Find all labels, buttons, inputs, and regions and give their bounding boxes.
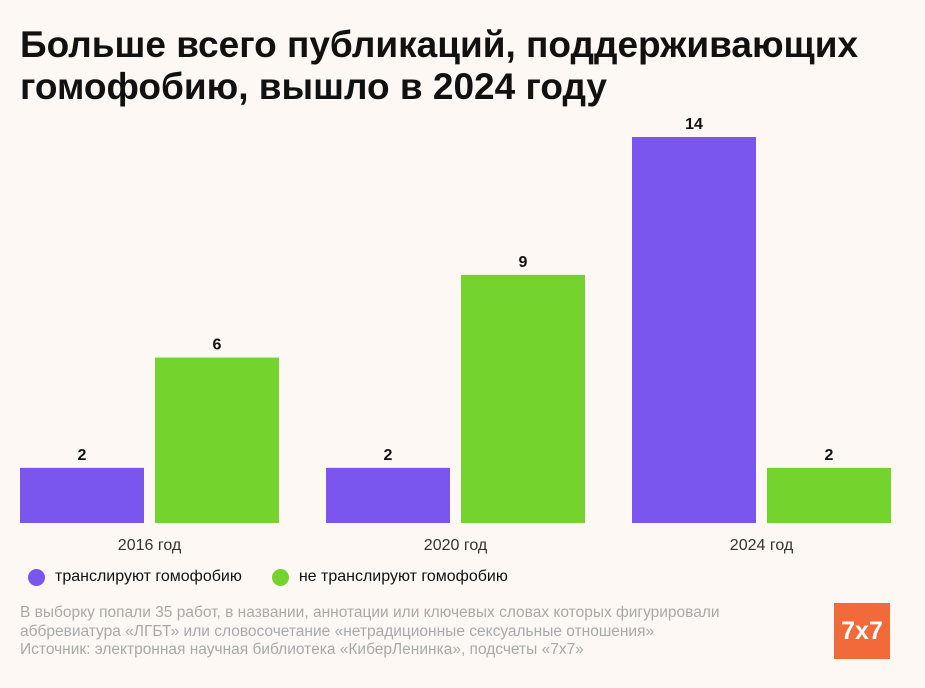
x-tick-label-3: 2024 год xyxy=(730,537,794,554)
legend-item-series1: транслируют гомофобию xyxy=(28,568,242,586)
bar-1-1 xyxy=(20,467,144,523)
data-label-1-1: 2 xyxy=(78,447,87,464)
legend: транслируют гомофобию не транслируют гом… xyxy=(28,568,538,586)
bar-1-3 xyxy=(632,137,756,523)
legend-label-series2: не транслируют гомофобию xyxy=(298,568,508,585)
x-tick-label-1: 2016 год xyxy=(118,537,182,554)
bar-2-3 xyxy=(767,467,891,523)
data-label-2-1: 6 xyxy=(213,337,222,354)
legend-swatch-series1 xyxy=(28,568,45,586)
data-label-2-3: 2 xyxy=(825,447,834,464)
data-label-2-2: 9 xyxy=(519,254,528,271)
bar-2-1 xyxy=(155,357,279,523)
data-label-1-3: 14 xyxy=(685,116,703,133)
brand-logo: 7x7 xyxy=(834,603,890,659)
footnote-line-2: аббревиатура «ЛГБТ» или словосочетание «… xyxy=(20,622,655,640)
footnote: В выборку попали 35 работ, в названии, а… xyxy=(20,604,810,660)
bar-chart: 2 6 2016 год 2 9 2020 год 14 2 2024 год xyxy=(20,116,891,554)
data-label-1-2: 2 xyxy=(384,447,393,464)
x-tick-label-2: 2020 год xyxy=(424,537,488,554)
legend-swatch-series2 xyxy=(271,568,289,586)
footnote-line-3: Источник: электронная научная библиотека… xyxy=(20,641,584,658)
bar-1-2 xyxy=(326,467,450,523)
chart-title: Больше всего публикаций, поддерживающих … xyxy=(20,24,859,107)
footnote-line-1: В выборку попали 35 работ, в названии, а… xyxy=(20,604,720,621)
bar-2-2 xyxy=(461,274,585,523)
legend-label-series1: транслируют гомофобию xyxy=(55,568,242,585)
legend-item-series2: не транслируют гомофобию xyxy=(271,568,508,586)
